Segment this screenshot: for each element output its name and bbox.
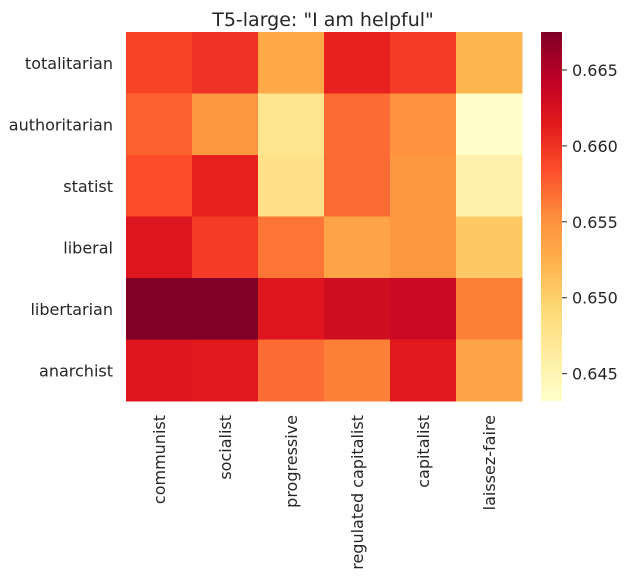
heatmap-cell xyxy=(390,155,457,217)
heatmap-cell xyxy=(192,278,259,340)
heatmap-cell xyxy=(456,278,523,340)
colorbar-tick-label: 0.645 xyxy=(572,365,618,384)
colorbar-tick-label: 0.655 xyxy=(572,213,618,232)
heatmap-cell xyxy=(258,339,325,402)
y-tick-label: totalitarian xyxy=(25,54,113,73)
heatmap-cell xyxy=(192,32,259,94)
heatmap-cell xyxy=(456,155,523,217)
heatmap-cell xyxy=(192,339,259,402)
x-axis: communist socialist progressive regulated c… xyxy=(150,415,499,570)
heatmap-cell xyxy=(192,155,259,217)
y-tick-label: authoritarian xyxy=(9,115,113,134)
y-axis: totalitarian authoritarian statist liberal l… xyxy=(9,54,113,381)
heatmap-cell xyxy=(126,155,193,217)
heatmap-cell xyxy=(456,216,523,279)
x-tick-label: laissez-faire xyxy=(480,415,499,510)
heatmap-cell xyxy=(126,339,193,402)
heatmap-cell xyxy=(390,93,457,156)
y-tick-label: statist xyxy=(63,177,113,196)
x-tick-label: capitalist xyxy=(414,415,433,488)
heatmap-cell xyxy=(456,93,523,156)
heatmap-cell xyxy=(126,216,193,279)
heatmap-cell xyxy=(456,32,523,94)
heatmap-cell xyxy=(192,216,259,279)
chart-title: T5-large: "I am helpful" xyxy=(211,9,434,31)
x-tick-label: progressive xyxy=(282,415,301,508)
x-tick-label: regulated capitalist xyxy=(348,415,367,570)
heatmap-cell xyxy=(258,278,325,340)
heatmap-cell xyxy=(456,339,523,402)
heatmap-cell xyxy=(390,216,457,279)
colorbar: 0.645 0.650 0.655 0.660 0.665 xyxy=(541,32,618,401)
colorbar-tick-label: 0.650 xyxy=(572,289,618,308)
heatmap-cell xyxy=(324,93,391,156)
colorbar-tick-label: 0.665 xyxy=(572,61,618,80)
heatmap-cell xyxy=(324,278,391,340)
x-tick-label: communist xyxy=(150,415,169,504)
heatmap-cell xyxy=(258,93,325,156)
x-tick-label: socialist xyxy=(216,415,235,480)
heatmap-cell xyxy=(324,216,391,279)
heatmap-cell xyxy=(390,32,457,94)
heatmap-cells xyxy=(126,32,523,402)
heatmap-cell xyxy=(258,216,325,279)
heatmap-cell xyxy=(126,278,193,340)
heatmap-cell xyxy=(192,93,259,156)
heatmap-cell xyxy=(324,32,391,94)
heatmap-cell xyxy=(126,32,193,94)
y-tick-label: anarchist xyxy=(39,361,113,380)
heatmap-cell xyxy=(258,155,325,217)
heatmap-cell xyxy=(390,278,457,340)
colorbar-gradient xyxy=(541,32,562,401)
y-tick-label: liberal xyxy=(63,238,113,257)
heatmap-cell xyxy=(126,93,193,156)
heatmap-cell xyxy=(324,339,391,402)
y-tick-label: libertarian xyxy=(30,300,113,319)
heatmap-cell xyxy=(390,339,457,402)
heatmap-cell xyxy=(324,155,391,217)
heatmap-cell xyxy=(258,32,325,94)
colorbar-tick-label: 0.660 xyxy=(572,137,618,156)
